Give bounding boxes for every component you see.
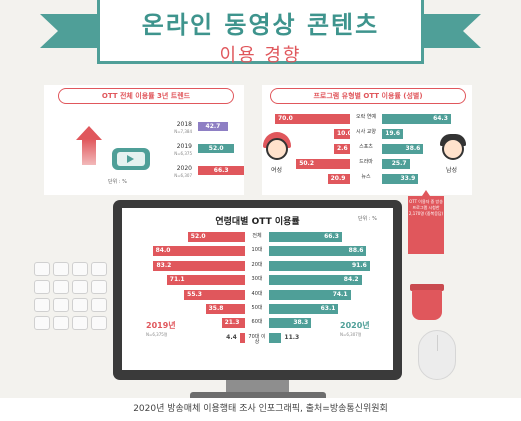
gender-category: 뉴스 [361,174,371,180]
age-category: 전체 [252,233,262,239]
bar-2020: 66.3 [269,232,342,242]
gender-category: 시사 교양 [356,129,376,135]
legend-2020: 2020년 [340,321,370,330]
bar-2020: 63.1 [269,304,339,314]
gender-note: OTT 이용자 중 방송프로그램 시청한 2,170명 (중복응답) [408,190,444,254]
male-bar: 64.3 [382,114,451,124]
cup-icon [412,290,442,320]
mouse-icon [418,330,456,380]
keyboard-key [53,316,69,330]
age-category: 50대 [251,305,263,311]
keyboard-key [72,280,88,294]
bar-2019: 71.1 [166,275,245,286]
female-bar: 20.9 [327,174,350,184]
title-banner: 온라인 동영상 콘텐츠 이용 경향 [97,0,424,66]
age-category: 60대 [251,319,263,326]
up-arrow-icon [76,126,102,140]
source-caption: 2020년 방송매체 이용행태 조사 인포그래픽, 출처=방송통신위원회 [0,398,521,421]
gender-category: 스포츠 [359,144,373,150]
title-line-2: 이용 경향 [219,45,302,66]
bar-2019: 52.0 [187,232,245,242]
trend-year-2018: 2018 N=7,384 [174,121,192,134]
bar-2020: 88.6 [269,246,367,257]
trend-title: OTT 전체 이용률 3년 트렌드 [58,88,234,104]
keyboard-key [91,280,107,294]
bar-2020: 38.3 [269,318,312,329]
woman-face-icon [266,138,288,160]
bar-2019: 83.2 [153,260,245,271]
male-bar: 38.6 [382,144,424,154]
bar-2019: 35.8 [205,304,245,314]
trend-year-2019: 2019 N=6,375 [174,143,192,156]
gender-title: 프로그램 유형별 OTT 이용률 (성별) [270,88,466,104]
bar-2020-label: 11.3 [284,333,300,341]
male-bar: 33.9 [382,174,419,184]
keyboard-key [91,298,107,312]
age-category: 30대 [251,276,263,283]
keyboard-key [72,298,88,312]
title-line-1: 온라인 동영상 콘텐츠 [141,11,380,39]
age-category: 70대 이상 [248,333,266,345]
trend-bar-2018: 42.7 [198,122,228,131]
bar-2020: 84.2 [269,275,362,286]
female-bar: 50.2 [296,159,350,169]
cup-lid [410,284,444,291]
male-bar: 19.6 [382,129,403,139]
keyboard-icon [34,262,112,340]
female-bar: 2.6 [334,144,350,154]
legend-2019-n: N=6,375명 [146,332,168,337]
keyboard-key [53,262,69,276]
keyboard-key [72,316,88,330]
man-face-icon [442,138,464,160]
age-chart-unit: 단위 : % [358,216,377,222]
trend-year-2020: 2020 N=6,307 [174,165,192,178]
male-bar: 25.7 [382,159,410,169]
bar-2019-label: 4.4 [226,333,237,341]
female-bar: 70.0 [275,114,350,124]
keyboard-key [53,280,69,294]
keyboard-key [72,262,88,276]
bar-2019: 55.3 [184,289,245,300]
keyboard-key [91,316,107,330]
bar-2019: 21.3 [221,318,245,329]
keyboard-key [34,262,50,276]
keyboard-key [91,262,107,276]
age-chart-title: 연령대별 OTT 이용률 [215,217,300,227]
video-player-icon [112,148,150,170]
keyboard-key [34,298,50,312]
monitor-base [190,392,326,398]
keyboard-key [34,280,50,294]
bar-2019: 84.0 [152,246,245,257]
female-bar: 10.0 [334,129,352,139]
monitor-screen [122,208,393,370]
legend-2019: 2019년 [146,321,176,330]
keyboard-key [34,316,50,330]
bar-2020 [269,332,282,343]
age-category: 20대 [251,261,263,268]
woman-label: 여성 [271,167,283,174]
gender-category: 드라마 [359,159,373,165]
bar-2020: 91.6 [269,260,370,271]
trend-bar-2019: 52.0 [198,144,235,153]
up-arrow-shaft [82,139,96,165]
age-category: 10대 [251,247,263,254]
bar-2019 [240,332,245,343]
gender-category: 오락 연예 [356,114,376,120]
trend-unit: 단위 : % [108,179,127,185]
man-label: 남성 [446,167,458,174]
age-category: 40대 [251,290,263,297]
keyboard-key [53,298,69,312]
legend-2020-n: N=6,307명 [340,332,362,337]
trend-bar-2020: 66.3 [198,166,245,175]
bar-2020: 74.1 [269,289,351,300]
